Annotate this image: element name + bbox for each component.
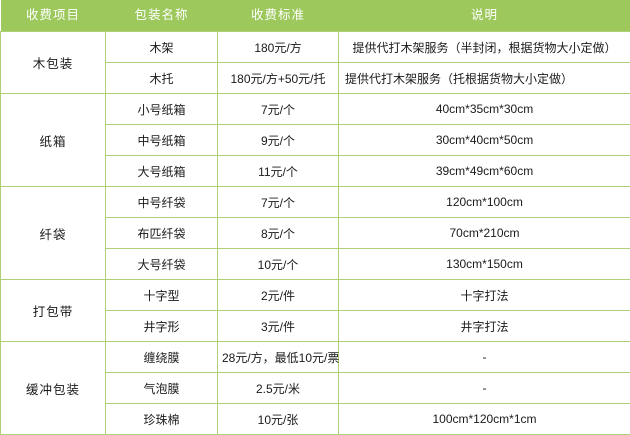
price-cell: 10元/张 [218,404,339,435]
description-cell: 30cm*40cm*50cm [339,125,630,156]
group-cell: 打包带 [1,280,106,342]
price-cell: 9元/个 [218,125,339,156]
price-cell: 8元/个 [218,218,339,249]
price-cell: 180元/方 [218,32,339,63]
group-cell: 缓冲包装 [1,342,106,435]
package-name-cell: 井字形 [106,311,218,342]
description-cell: 40cm*35cm*30cm [339,94,630,125]
group-cell: 木包装 [1,32,106,94]
package-name-cell: 木架 [106,32,218,63]
package-name-cell: 布匹纤袋 [106,218,218,249]
package-name-cell: 珍珠棉 [106,404,218,435]
price-cell: 2.5元/米 [218,373,339,404]
column-header-item: 收费项目 [1,0,106,32]
description-cell: 120cm*100cm [339,187,630,218]
description-cell: - [339,342,630,373]
group-cell: 纤袋 [1,187,106,280]
price-cell: 3元/件 [218,311,339,342]
package-name-cell: 大号纤袋 [106,249,218,280]
price-cell: 11元/个 [218,156,339,187]
price-cell: 7元/个 [218,187,339,218]
description-cell: 井字打法 [339,311,630,342]
price-cell: 2元/件 [218,280,339,311]
price-cell: 10元/个 [218,249,339,280]
description-cell: 70cm*210cm [339,218,630,249]
table-header: 收费项目 包装名称 收费标准 说明 [1,0,630,32]
package-name-cell: 十字型 [106,280,218,311]
description-cell: 十字打法 [339,280,630,311]
package-name-cell: 气泡膜 [106,373,218,404]
description-cell: - [339,373,630,404]
package-name-cell: 小号纸箱 [106,94,218,125]
description-cell: 提供代打木架服务（托根据货物大小定做） [339,63,630,94]
column-header-price: 收费标准 [218,0,339,32]
description-cell: 100cm*120cm*1cm [339,404,630,435]
description-cell: 提供代打木架服务（半封闭，根据货物大小定做） [339,32,630,63]
description-cell: 39cm*49cm*60cm [339,156,630,187]
package-name-cell: 大号纸箱 [106,156,218,187]
price-cell: 28元/方，最低10元/票 [218,342,339,373]
table-header-row: 收费项目 包装名称 收费标准 说明 [1,0,630,32]
description-cell: 130cm*150cm [339,249,630,280]
group-cell: 纸箱 [1,94,106,187]
package-name-cell: 中号纤袋 [106,187,218,218]
column-header-name: 包装名称 [106,0,218,32]
price-cell: 7元/个 [218,94,339,125]
package-name-cell: 木托 [106,63,218,94]
price-cell: 180元/方+50元/托 [218,63,339,94]
column-header-desc: 说明 [339,0,630,32]
package-name-cell: 中号纸箱 [106,125,218,156]
package-name-cell: 缠绕膜 [106,342,218,373]
